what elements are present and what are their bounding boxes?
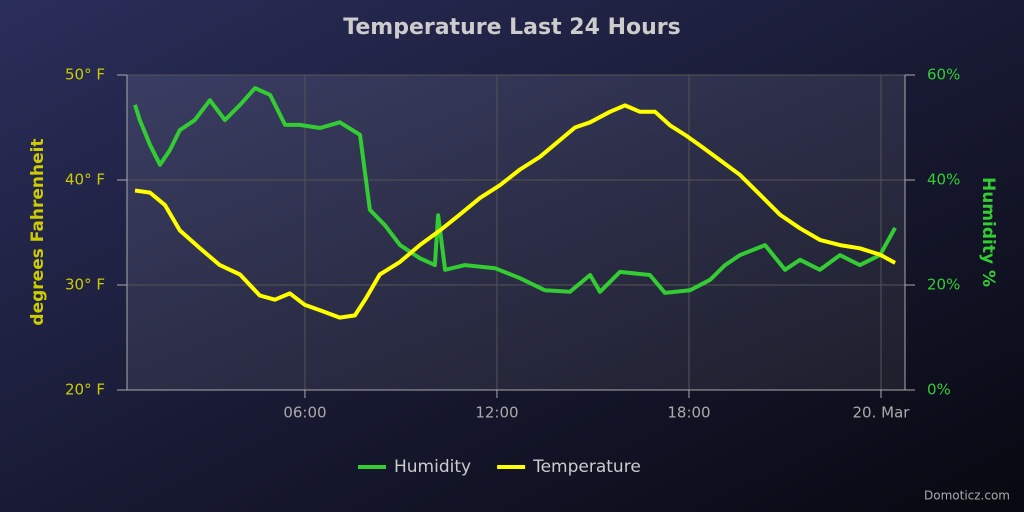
data-line [134,103,897,320]
y-tick-label: 40° F [65,171,105,189]
chart-title: Temperature Last 24 Hours [343,15,680,40]
y2-tick-label: 60% [927,66,960,84]
y-axis-title: degrees Fahrenheit [28,138,48,325]
legend-label: Humidity [394,457,471,477]
watermark: Domoticz.com [924,489,1010,503]
y-tick-label: 30° F [65,276,105,294]
y2-tick-label: 0% [927,381,951,399]
x-tick-label: 20. Mar [853,404,911,422]
x-tick-label: 18:00 [667,404,710,422]
y-tick-label: 20° F [65,381,105,399]
legend-label: Temperature [532,457,641,477]
y-tick-label: 50° F [65,66,105,84]
y2-tick-label: 20% [927,276,960,294]
x-tick-label: 06:00 [283,404,326,422]
y2-axis-title: Humidity % [978,177,998,287]
data-line [133,86,897,295]
x-tick-label: 12:00 [475,404,518,422]
y2-tick-label: 40% [927,171,960,189]
plot-area [127,75,905,390]
